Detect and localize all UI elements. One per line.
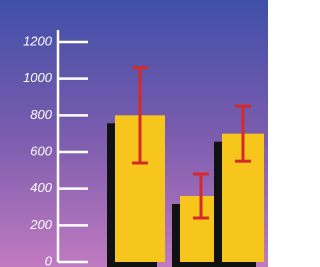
y-tick-label: 400 [30,180,52,195]
y-tick-label: 600 [30,143,52,158]
y-tick-label: 1000 [23,70,53,85]
page: {"chart_data": {"type": "bar", "categori… [0,0,268,267]
y-tick-label: 200 [29,217,52,232]
chart: 0 200 400 600 800 1000 1200 [0,0,268,267]
y-tick-label: 800 [30,107,52,122]
y-tick-label: 0 [45,253,53,267]
y-tick-label: 1200 [23,33,53,48]
